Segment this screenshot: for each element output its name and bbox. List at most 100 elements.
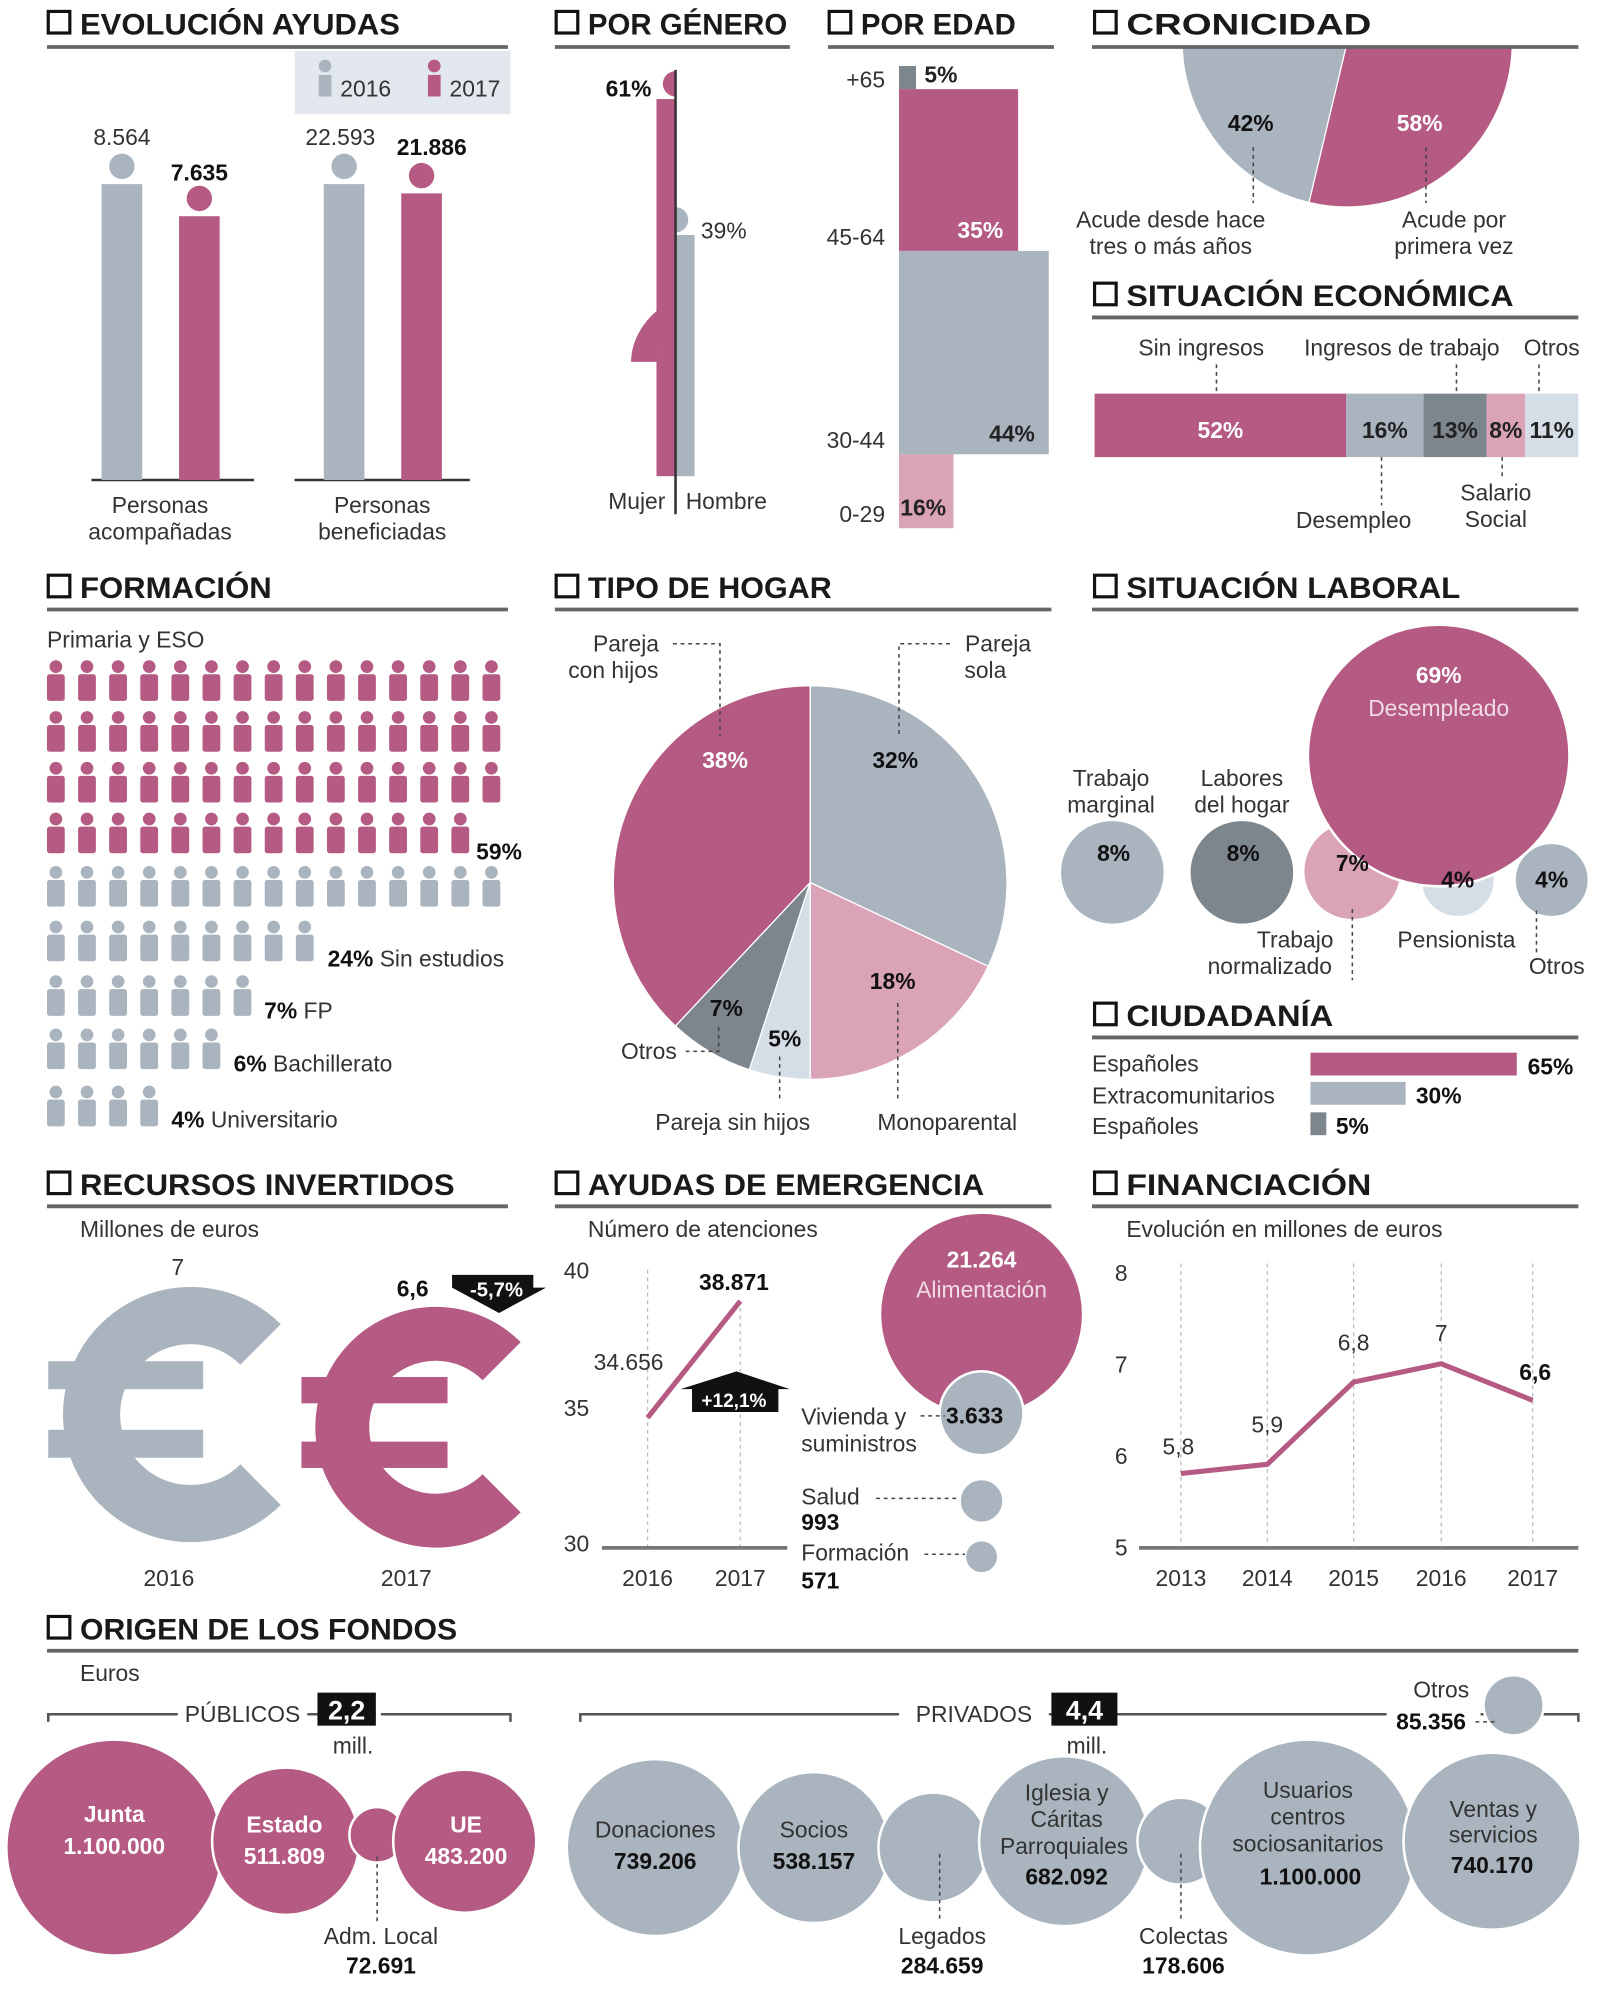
person-icon-primaria [264,761,283,803]
bar-segment [1346,393,1424,458]
y-tick-label: 8 [1115,1260,1128,1286]
person-body [482,674,501,701]
person-icon [264,920,283,962]
financiacion-chart: Evolución en millones de euros 8 7 6 5 2… [1115,1216,1579,1591]
person-icon [233,920,252,962]
person-body [140,989,159,1016]
person-icon-primaria [295,660,314,701]
category-label: Formación [801,1540,909,1566]
section-title: SITUACIÓN ECONÓMICA [1126,279,1513,313]
person-body [420,725,439,752]
person-body [326,775,345,803]
person-body [171,775,190,803]
checkbox-icon [46,1614,72,1640]
person-head [485,866,498,879]
category-label: del hogar [1194,792,1290,818]
person-body [78,989,96,1016]
section-title: AYUDAS DE EMERGENCIA [588,1170,984,1202]
section-header-formacion: FORMACIÓN [46,571,508,612]
person-head [453,866,467,879]
person-head [422,660,436,673]
section-title: TIPO DE HOGAR [588,573,832,605]
category-label: 30-44 [827,427,886,453]
person-body [78,934,96,962]
bubble-label: sociosanitarios [1232,1830,1383,1856]
bubble-Otros [1482,1674,1545,1737]
person-head [236,660,249,673]
legend-label: 2017 [450,76,501,102]
person-head [205,1028,218,1042]
section-header-edad: POR EDAD [827,9,1054,49]
category-label: 24% Sin estudios [328,945,505,971]
y-tick-label: 30 [564,1531,589,1557]
person-body [78,879,96,907]
data-label: 7% [710,995,743,1021]
bubble-label: Socios [780,1816,849,1842]
checkbox-icon [1092,1001,1118,1027]
category-label: Españoles [1092,1113,1199,1139]
bar-45-64 [899,89,1019,251]
bar-30-44 [899,250,1049,455]
category-label: Primaria y ESO [47,627,204,653]
person-body [389,775,407,803]
person-body [420,826,439,854]
person-body [295,775,314,803]
person-icon-primaria [109,660,127,701]
subtitle: Número de atenciones [588,1216,818,1242]
data-label: 6,6 [397,1275,429,1301]
person-head [298,812,312,826]
euro-bar [301,1441,448,1468]
data-label: 38% [702,747,748,773]
person-head [205,920,218,934]
bubble [963,1538,1000,1575]
section-title: POR GÉNERO [588,7,787,41]
person-body [326,725,345,752]
bar-segment [1525,393,1579,458]
economica-chart: Sin ingresos Ingresos de trabajo Otros D… [1094,335,1580,533]
person-head [173,761,187,775]
pie-slice-pareja-con-hijos [612,685,811,1027]
person-icon [46,975,65,1016]
section-header-origen: ORIGEN DE LOS FONDOS [46,1614,1579,1653]
person-head [267,866,280,879]
data-label: 5% [768,1025,801,1051]
leader-line [672,643,721,737]
person-body [171,674,190,701]
person-icon-primaria [233,711,252,752]
category-label: Extracomunitarios [1092,1082,1275,1108]
person-body [46,725,65,752]
data-label: 8.564 [93,124,150,150]
bubble-value: 1.100.000 [1260,1863,1362,1889]
data-label: 4% [1441,867,1474,893]
bar-2017 [179,216,220,480]
data-label: 16% [1362,417,1408,443]
category-label: 2016 [143,1565,194,1591]
bar [1310,1081,1406,1105]
checkbox-icon [46,1170,72,1196]
bar-segment [1423,393,1487,458]
data-label: 30% [1416,1082,1462,1108]
bar [1310,1052,1517,1076]
section-title: EVOLUCIÓN AYUDAS [80,7,400,41]
bubble-value: 740.170 [1451,1852,1534,1878]
person-body [78,674,96,701]
section-header-cronicidad: CRONICIDAD [1092,9,1371,41]
person-icon [109,975,127,1016]
person-head [298,660,312,673]
emergencia-chart: Número de atenciones 40 35 30 2016 2017 … [564,1216,818,1591]
person-body [109,674,127,701]
person-body [202,725,221,752]
data-label: 8% [1489,417,1522,443]
person-body [326,826,345,854]
bubble [958,1477,1005,1525]
category-label: Sin ingresos [1138,335,1264,361]
person-body [420,674,439,701]
person-body [78,826,96,854]
bar-2016 [323,184,365,480]
bubble-label: Colectas [1139,1923,1228,1949]
origen-labels: Junta 1.100.000 Estado 511.809 Adm. Loca… [63,1677,1537,1979]
person-head [111,812,125,826]
person-body [140,725,159,752]
person-head [422,866,436,879]
person-icon-primaria [140,812,159,854]
